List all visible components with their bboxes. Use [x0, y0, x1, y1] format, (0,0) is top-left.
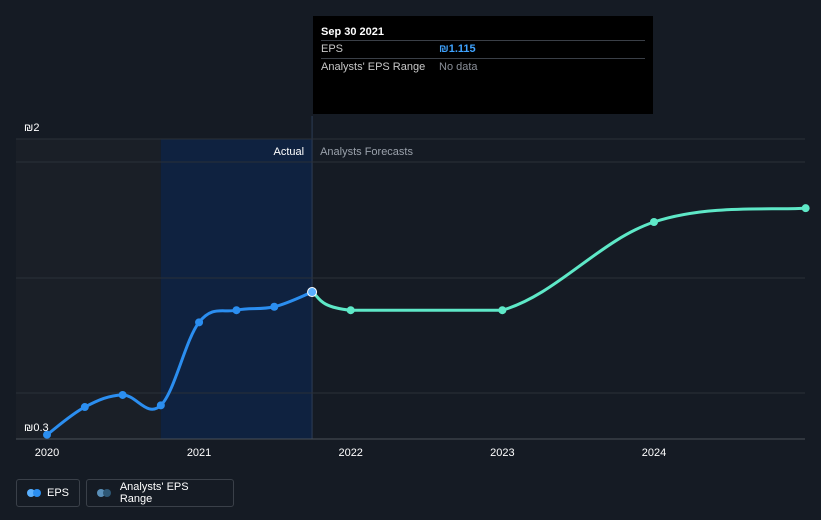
- tooltip-eps-key: EPS: [321, 43, 344, 55]
- actual-band: [160, 139, 313, 439]
- forecast-point: [650, 218, 658, 227]
- tooltip-range-value: No data: [439, 61, 478, 73]
- x-tick-label: 2020: [35, 447, 59, 459]
- forecast-line: [310, 206, 808, 312]
- legend-eps-label: EPS: [46, 487, 69, 499]
- tooltip-range-key: Analysts' EPS Range: [321, 61, 426, 73]
- forecast-label: Analysts Forecasts: [320, 146, 413, 158]
- forecast-point: [801, 204, 810, 213]
- forecast-point: [346, 306, 355, 315]
- tooltip: Sep 30 2021 EPS ₪1.115 Analysts' EPS Ran…: [313, 16, 653, 114]
- eps-point: [80, 403, 89, 412]
- tooltip-row-range: Analysts' EPS Range No data: [321, 59, 645, 76]
- eps-point: [232, 306, 241, 315]
- eps-point: [118, 390, 127, 399]
- legend-range-label: Analysts' EPS Range: [119, 481, 189, 505]
- x-tick-label: 2024: [642, 447, 666, 459]
- eps-point: [156, 401, 165, 410]
- legend-range-toggle[interactable]: Analysts' EPS Range: [86, 479, 234, 507]
- eps-point: [270, 302, 279, 311]
- past-band: [16, 139, 161, 439]
- x-tick-label: 2023: [490, 447, 514, 459]
- legend-eps-toggle[interactable]: EPS: [16, 479, 80, 507]
- eps-point: [307, 287, 318, 298]
- x-tick-label: 2021: [187, 447, 211, 459]
- tooltip-date: Sep 30 2021: [321, 24, 645, 41]
- range-legend-icon: [97, 489, 113, 497]
- eps-point: [195, 318, 204, 327]
- tooltip-row-eps: EPS ₪1.115: [321, 41, 645, 59]
- eps-point: [43, 430, 51, 439]
- y-tick-label-top: ₪2: [24, 122, 39, 134]
- forecast-point: [498, 306, 507, 315]
- y-tick-label-bottom: ₪0.3: [24, 422, 49, 434]
- eps-legend-icon: [27, 489, 41, 497]
- tooltip-eps-value: ₪1.115: [439, 43, 476, 55]
- x-tick-label: 2022: [338, 447, 362, 459]
- eps-line: [45, 290, 314, 437]
- actual-label: Actual: [273, 146, 304, 158]
